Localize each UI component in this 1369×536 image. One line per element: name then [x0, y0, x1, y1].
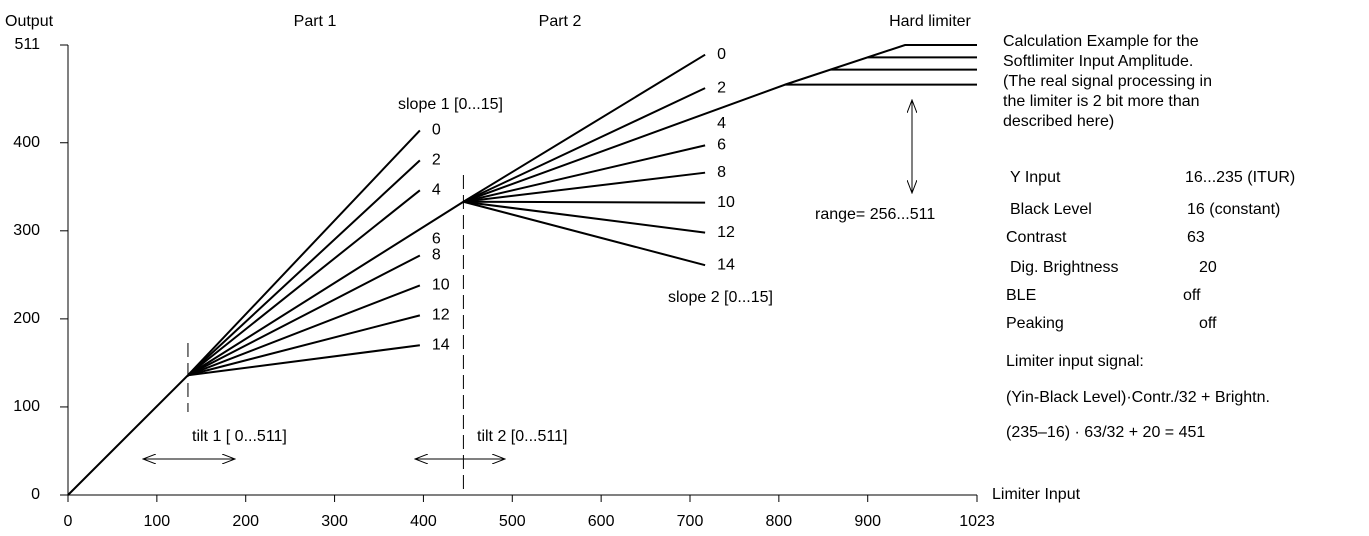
x-tick-label: 100 — [144, 513, 171, 530]
slope-label: 6 — [432, 230, 441, 247]
setting-name: Black Level — [1010, 201, 1092, 218]
setting-value: off — [1183, 287, 1201, 304]
limiter-curve — [463, 200, 706, 204]
limiter-curve — [463, 200, 706, 234]
x-tick-label: 700 — [677, 513, 704, 530]
setting-value: off — [1199, 315, 1217, 332]
note-line: described here) — [1003, 113, 1114, 130]
limiter-curve — [187, 159, 421, 376]
setting-value: 20 — [1199, 259, 1217, 276]
note-line: the limiter is 2 bit more than — [1003, 93, 1200, 110]
note-line: Softlimiter Input Amplitude. — [1003, 53, 1193, 70]
slope-label: 12 — [432, 307, 450, 324]
y-tick-label: 200 — [13, 310, 40, 327]
note-line: (The real signal processing in — [1003, 73, 1212, 90]
limiter-curve — [187, 129, 421, 376]
x-tick-label: 0 — [64, 513, 73, 530]
limiter-curve — [187, 314, 421, 377]
limiter-curve — [784, 44, 977, 86]
y-tick-label: 300 — [13, 222, 40, 239]
setting-value: 63 — [1187, 229, 1205, 246]
slope-label: 4 — [432, 182, 441, 199]
limiter-curve — [462, 53, 706, 203]
slope-label: 8 — [717, 164, 726, 181]
setting-value: 16 (constant) — [1187, 201, 1280, 218]
setting-value: 16...235 (ITUR) — [1185, 169, 1295, 186]
slope-label: 12 — [717, 224, 735, 241]
limiter-curve — [67, 374, 189, 496]
note-line: Calculation Example for the — [1003, 33, 1199, 50]
setting-name: Y Input — [1010, 169, 1061, 186]
tilt-label: tilt 1 [ 0...511] — [192, 428, 287, 445]
x-tick-label: 600 — [588, 513, 615, 530]
slope-label: 0 — [432, 122, 441, 139]
x-tick-label: 1023 — [959, 513, 995, 530]
part-label: Part 1 — [294, 13, 337, 30]
x-axis-label: Limiter Input — [992, 486, 1081, 503]
x-tick-label: 300 — [321, 513, 348, 530]
x-tick-label: 900 — [854, 513, 881, 530]
slope-title: slope 1 [0...15] — [398, 96, 503, 113]
slope-label: 10 — [432, 277, 450, 294]
slope-label: 4 — [717, 115, 726, 132]
x-tick-label: 400 — [410, 513, 437, 530]
side-panel: Calculation Example for the Softlimiter I… — [1003, 33, 1295, 441]
limiter-curve — [187, 200, 464, 377]
slope-label: 2 — [717, 79, 726, 96]
y-tick-label: 400 — [13, 134, 40, 151]
limiter-curve — [462, 87, 706, 203]
x-tick-label: 200 — [232, 513, 259, 530]
limiter-curve — [463, 171, 706, 203]
x-tick-label: 800 — [765, 513, 792, 530]
setting-name: Peaking — [1006, 315, 1064, 332]
x-tick-label: 500 — [499, 513, 526, 530]
y-tick-label: 511 — [14, 36, 40, 53]
range-label: range= 256...511 — [815, 206, 935, 223]
slope-label: 14 — [432, 337, 450, 354]
limiter-curve — [187, 189, 421, 377]
setting-name: Dig. Brightness — [1010, 259, 1119, 276]
limiter-curve — [187, 254, 421, 377]
y-tick-label: 100 — [13, 398, 40, 415]
slope-label: 0 — [717, 46, 726, 63]
slope-label: 10 — [717, 194, 735, 211]
limiter-curve — [463, 200, 706, 267]
limiter-curve — [463, 144, 706, 203]
slope-label: 2 — [432, 152, 441, 169]
limiter-curve — [187, 344, 420, 377]
limiter-curve — [187, 284, 421, 377]
tilt-label: tilt 2 [0...511] — [477, 428, 567, 445]
calculation: (235–16) · 63/32 + 20 = 451 — [1006, 424, 1205, 441]
formula: (Yin-Black Level)·Contr./32 + Brightn. — [1006, 389, 1270, 406]
setting-name: BLE — [1006, 287, 1036, 304]
part-label: Hard limiter — [889, 13, 971, 30]
setting-name: Contrast — [1006, 229, 1067, 246]
slope-label: 14 — [717, 256, 735, 273]
y-tick-label: 0 — [31, 486, 40, 503]
signal-title: Limiter input signal: — [1006, 353, 1144, 370]
slope-label: 6 — [717, 137, 726, 154]
part-label: Part 2 — [539, 13, 582, 30]
slope-title: slope 2 [0...15] — [668, 289, 773, 306]
limiter-curve — [463, 83, 977, 203]
slope-label: 8 — [432, 247, 441, 264]
y-axis-label: Output — [5, 13, 54, 30]
